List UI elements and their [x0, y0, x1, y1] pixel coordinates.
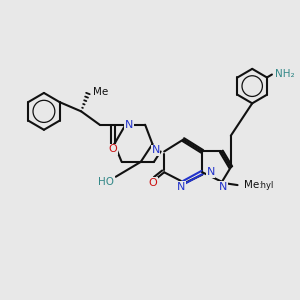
Text: N: N — [219, 182, 227, 192]
Text: N: N — [125, 120, 133, 130]
Text: Me: Me — [93, 87, 109, 97]
Text: N: N — [206, 167, 215, 177]
Text: N: N — [177, 182, 185, 192]
Text: Me: Me — [244, 180, 259, 190]
Text: NH₂: NH₂ — [275, 69, 295, 79]
Text: methyl: methyl — [244, 181, 273, 190]
Text: O: O — [109, 144, 117, 154]
Text: O: O — [148, 178, 157, 188]
Text: HO: HO — [98, 177, 114, 187]
Text: N: N — [152, 145, 160, 155]
